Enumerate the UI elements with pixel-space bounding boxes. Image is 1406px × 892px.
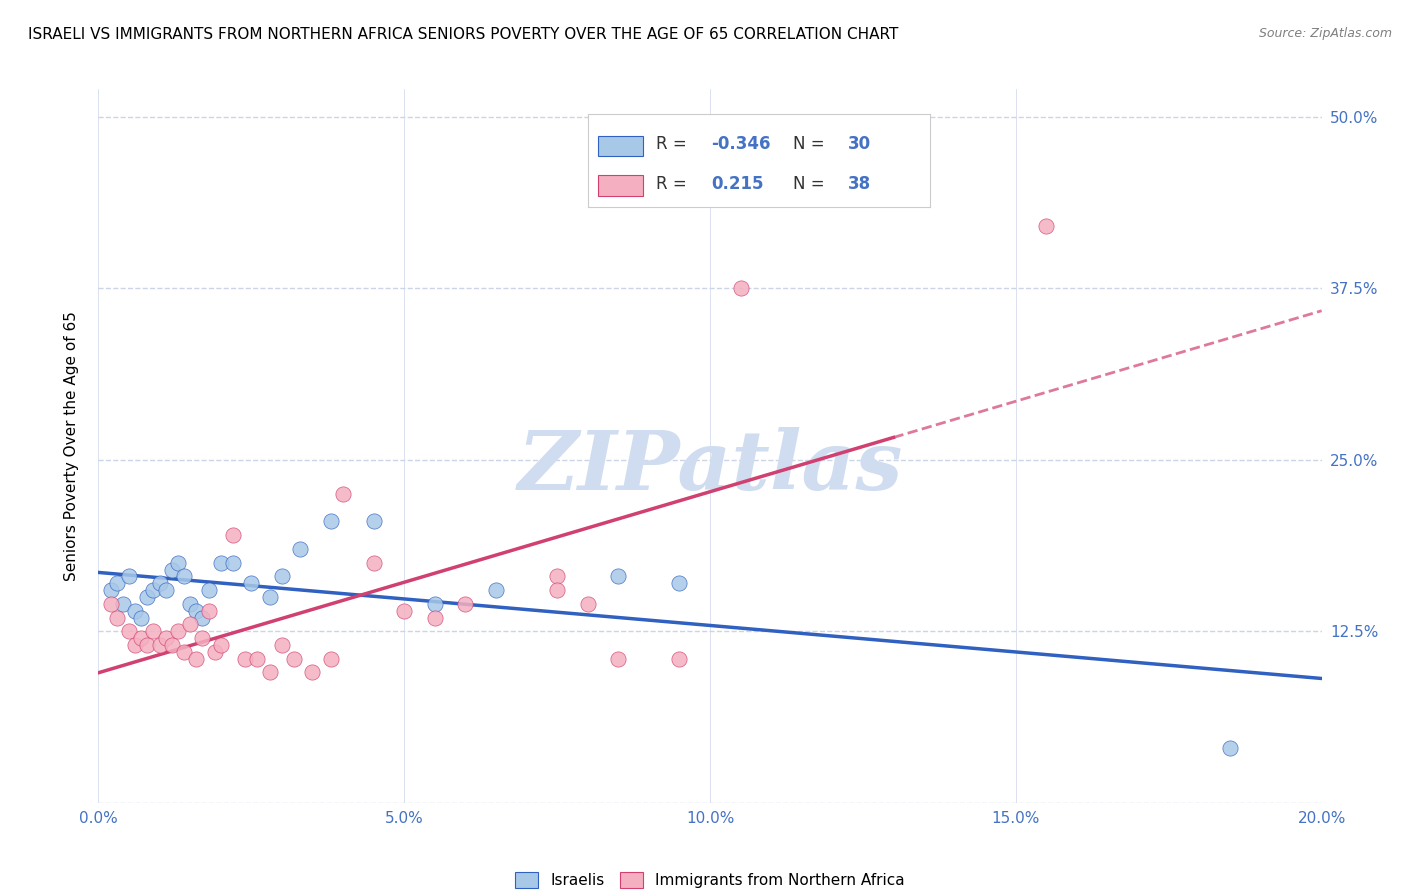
Point [160,562,183,576]
Point [186,651,208,665]
Point [270,569,294,583]
Legend: Israelis, Immigrants from Northern Africa: Israelis, Immigrants from Northern Afric… [516,872,904,888]
Text: -0.346: -0.346 [711,135,770,153]
Text: R =: R = [657,135,692,153]
Point [118,569,141,583]
Point [124,638,146,652]
Text: Source: ZipAtlas.com: Source: ZipAtlas.com [1258,27,1392,40]
Point [105,610,128,624]
Point [149,576,172,591]
Bar [598,136,643,156]
Point [179,597,201,611]
Point [142,583,165,598]
Point [100,583,122,598]
Point [607,651,630,665]
Point [105,576,128,591]
Point [186,604,208,618]
Point [191,610,214,624]
Point [100,597,122,611]
Point [423,610,446,624]
Point [136,638,159,652]
Text: 30: 30 [848,135,872,153]
Point [155,583,177,598]
Point [129,610,152,624]
Bar [598,176,643,196]
Point [1035,219,1057,234]
Point [730,281,752,295]
Text: 0.215: 0.215 [711,175,763,193]
Point [363,515,385,529]
Point [668,576,690,591]
Point [332,487,354,501]
Point [546,583,568,598]
Point [240,576,263,591]
Point [167,624,190,639]
Point [246,651,269,665]
Point [111,597,134,611]
Point [167,556,190,570]
Text: ZIPatlas: ZIPatlas [517,427,903,508]
Point [160,638,183,652]
Text: ISRAELI VS IMMIGRANTS FROM NORTHERN AFRICA SENIORS POVERTY OVER THE AGE OF 65 CO: ISRAELI VS IMMIGRANTS FROM NORTHERN AFRI… [28,27,898,42]
Point [209,638,232,652]
Point [363,556,385,570]
Point [222,556,245,570]
Point [209,556,232,570]
Point [222,528,245,542]
Point [1219,740,1241,755]
Point [204,645,226,659]
Point [301,665,323,680]
Text: R =: R = [657,175,692,193]
Point [576,597,599,611]
Point [319,651,342,665]
Point [136,590,159,604]
Point [392,604,416,618]
Point [179,617,201,632]
Point [197,604,219,618]
Point [485,583,508,598]
Point [607,569,630,583]
Point [668,651,690,665]
Point [290,541,312,556]
Point [423,597,446,611]
Point [546,569,568,583]
Point [259,665,281,680]
Point [149,638,172,652]
Point [155,631,177,645]
Point [129,631,152,645]
Point [197,583,219,598]
Point [191,631,214,645]
Point [173,645,195,659]
Point [173,569,195,583]
Point [283,651,305,665]
Point [259,590,281,604]
Y-axis label: Seniors Poverty Over the Age of 65: Seniors Poverty Over the Age of 65 [65,311,79,581]
Point [142,624,165,639]
Text: N =: N = [793,175,830,193]
Point [319,515,342,529]
Point [118,624,141,639]
Text: 38: 38 [848,175,872,193]
Point [124,604,146,618]
Text: N =: N = [793,135,830,153]
Point [270,638,294,652]
Point [454,597,477,611]
Point [233,651,256,665]
